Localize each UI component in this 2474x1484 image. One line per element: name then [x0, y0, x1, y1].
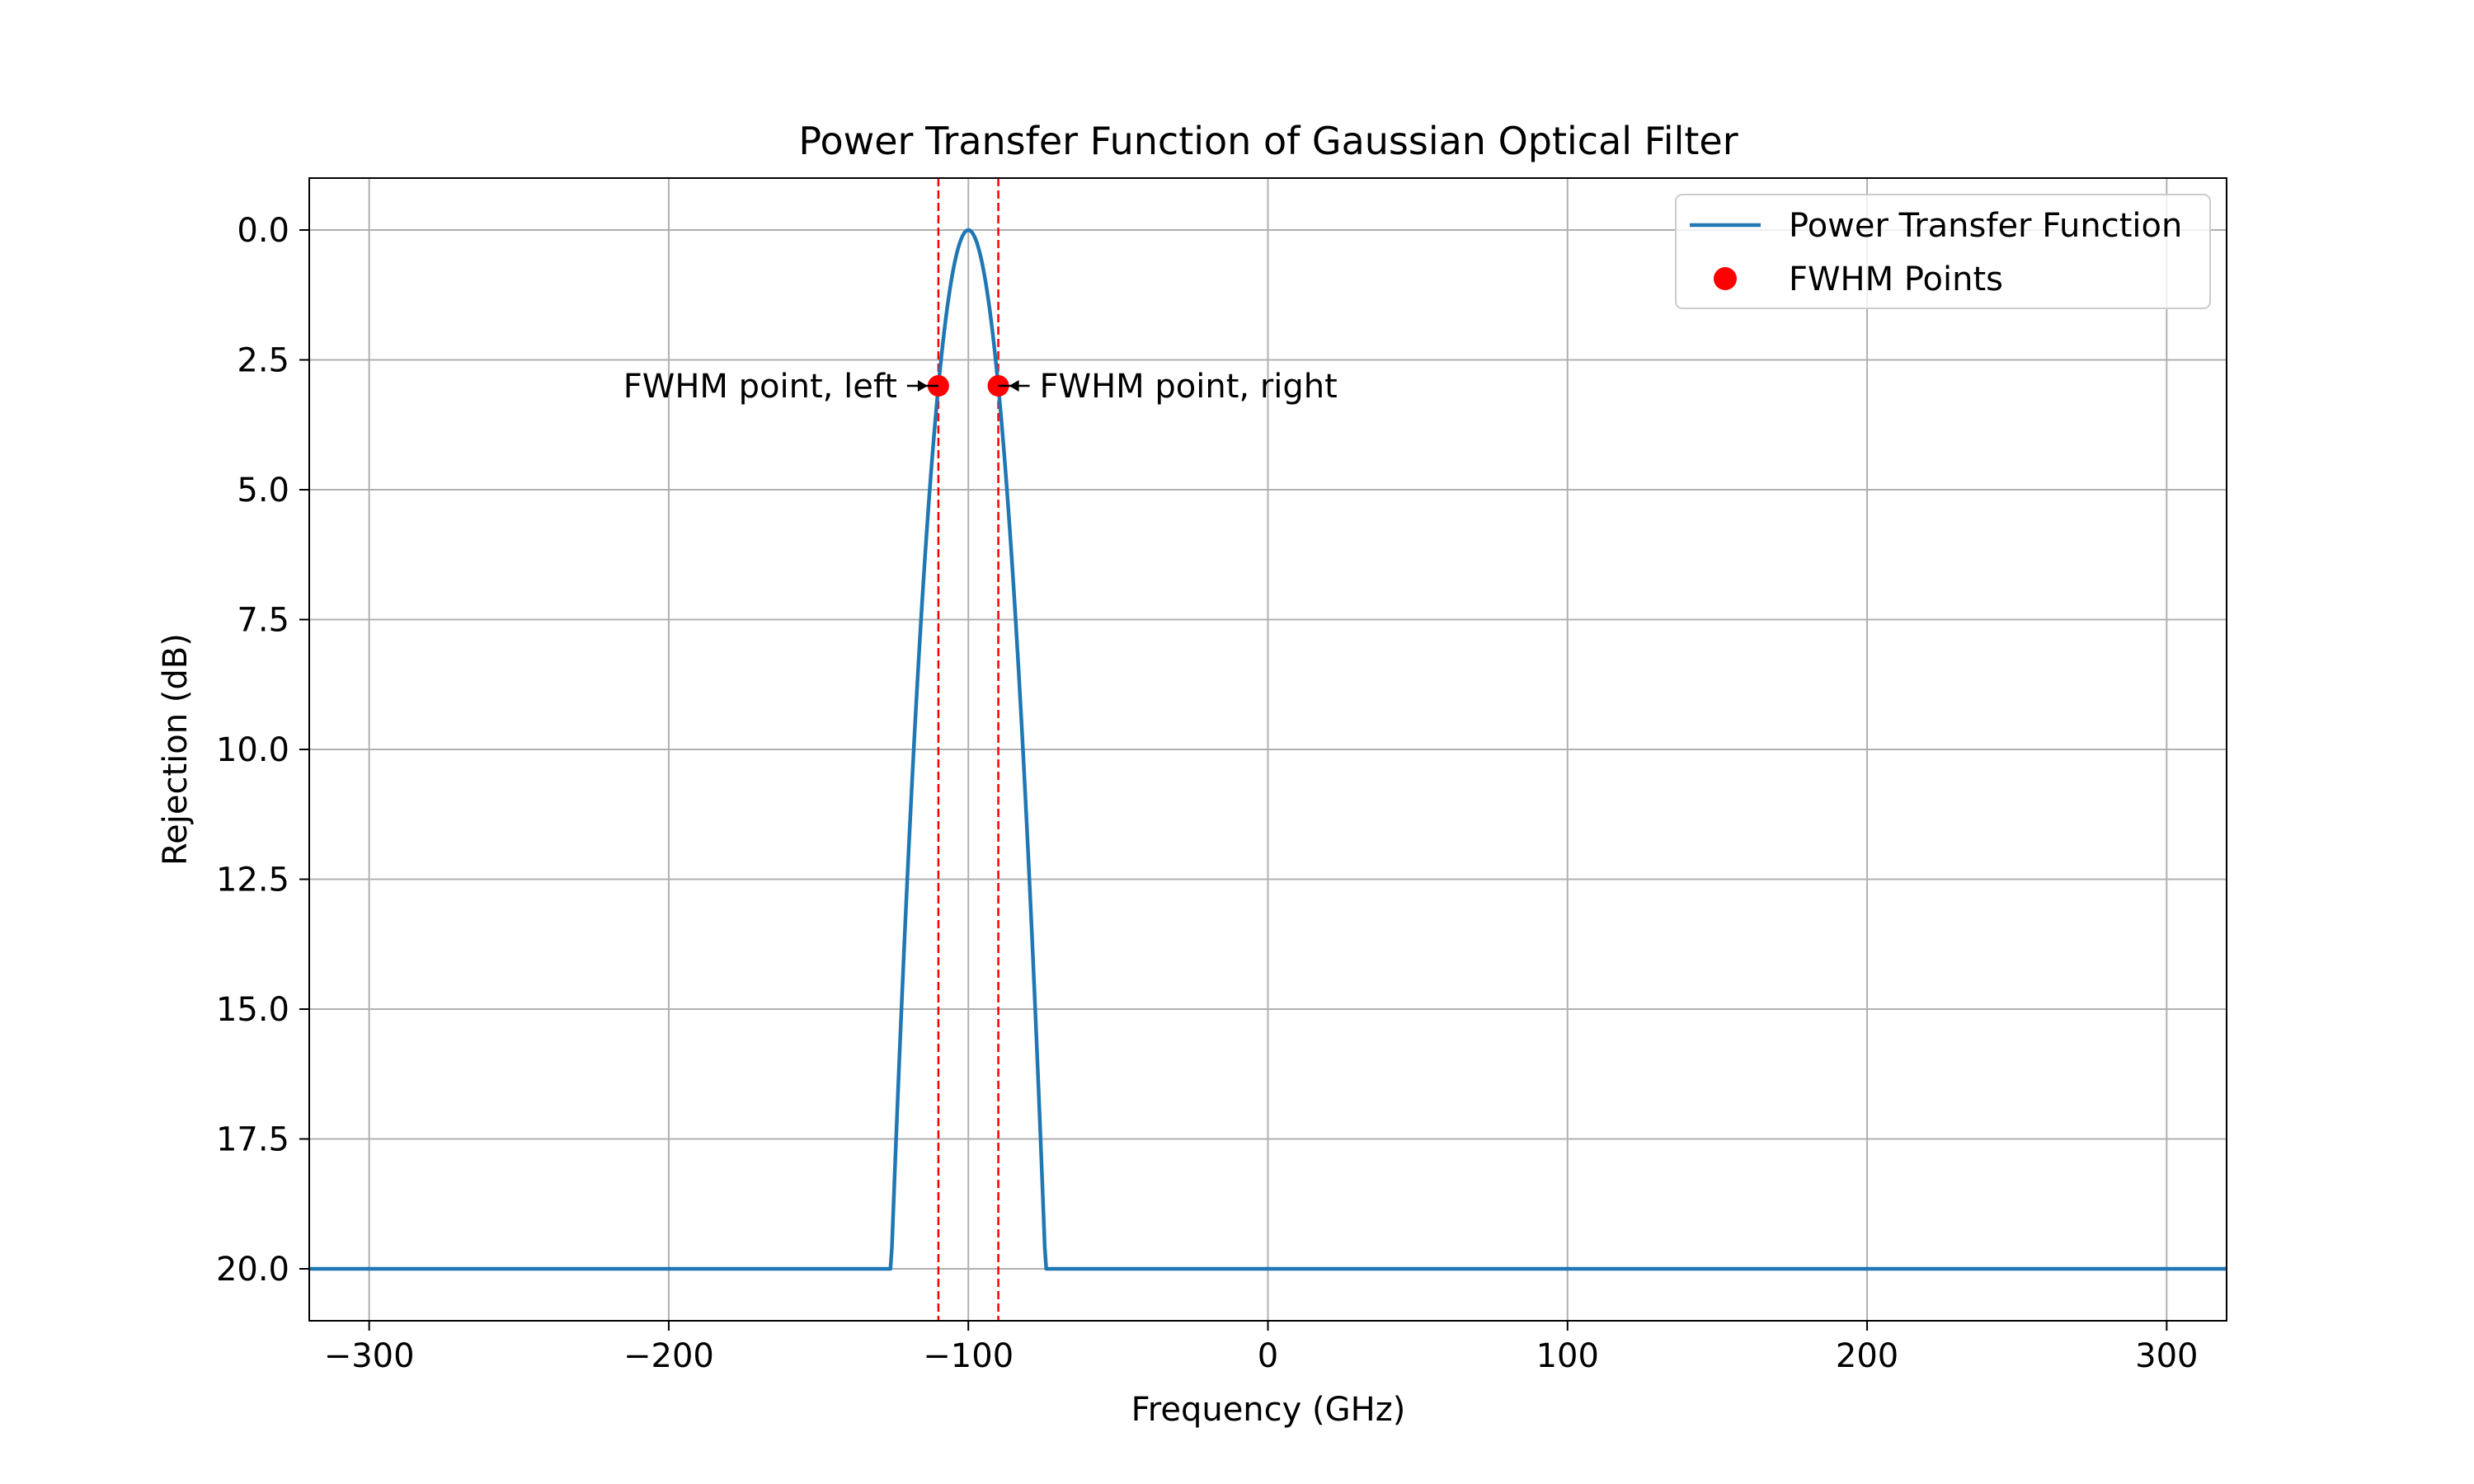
y-tick-label: 0.0	[237, 212, 289, 250]
annotation-arrowhead	[1009, 380, 1019, 392]
fwhm-annotation-label: FWHM point, left	[623, 368, 897, 406]
y-tick-label: 15.0	[216, 991, 289, 1029]
legend-box	[1675, 194, 2211, 309]
x-tick-label: 0	[1258, 1337, 1278, 1375]
y-tick-label: 10.0	[216, 731, 289, 769]
x-tick-label: −200	[623, 1337, 714, 1375]
x-tick-label: 300	[2135, 1337, 2198, 1375]
y-tick-label: 7.5	[237, 602, 289, 640]
x-axis-ticks: −300 −200 −100 0 100 200 300	[324, 1321, 2199, 1375]
x-tick-label: −100	[923, 1337, 1014, 1375]
annotation-arrowhead	[917, 380, 928, 392]
legend: Power Transfer Function FWHM Points	[1675, 194, 2211, 309]
legend-dot-swatch	[1714, 267, 1737, 290]
x-axis-label: Frequency (GHz)	[1131, 1391, 1406, 1429]
y-tick-label: 12.5	[216, 862, 289, 899]
y-axis-ticks: 0.0 2.5 5.0 7.5 10.0 12.5 15.0 17.5 20.0	[216, 212, 309, 1289]
power-transfer-line	[309, 228, 2227, 1271]
y-tick-label: 20.0	[216, 1251, 289, 1289]
legend-label-power-transfer: Power Transfer Function	[1789, 207, 2182, 245]
x-tick-label: 100	[1536, 1337, 1599, 1375]
x-tick-label: −300	[324, 1337, 415, 1375]
y-axis-label: Rejection (dB)	[157, 633, 195, 866]
chart-title: Power Transfer Function of Gaussian Opti…	[798, 119, 1738, 163]
fwhm-annotation-label: FWHM point, right	[1040, 368, 1338, 406]
legend-label-fwhm-points: FWHM Points	[1789, 261, 2003, 298]
y-tick-label: 2.5	[237, 342, 289, 380]
y-tick-label: 17.5	[216, 1121, 289, 1159]
y-tick-label: 5.0	[237, 472, 289, 510]
annotations: FWHM point, left FWHM point, right	[623, 368, 1338, 406]
x-tick-label: 200	[1836, 1337, 1898, 1375]
